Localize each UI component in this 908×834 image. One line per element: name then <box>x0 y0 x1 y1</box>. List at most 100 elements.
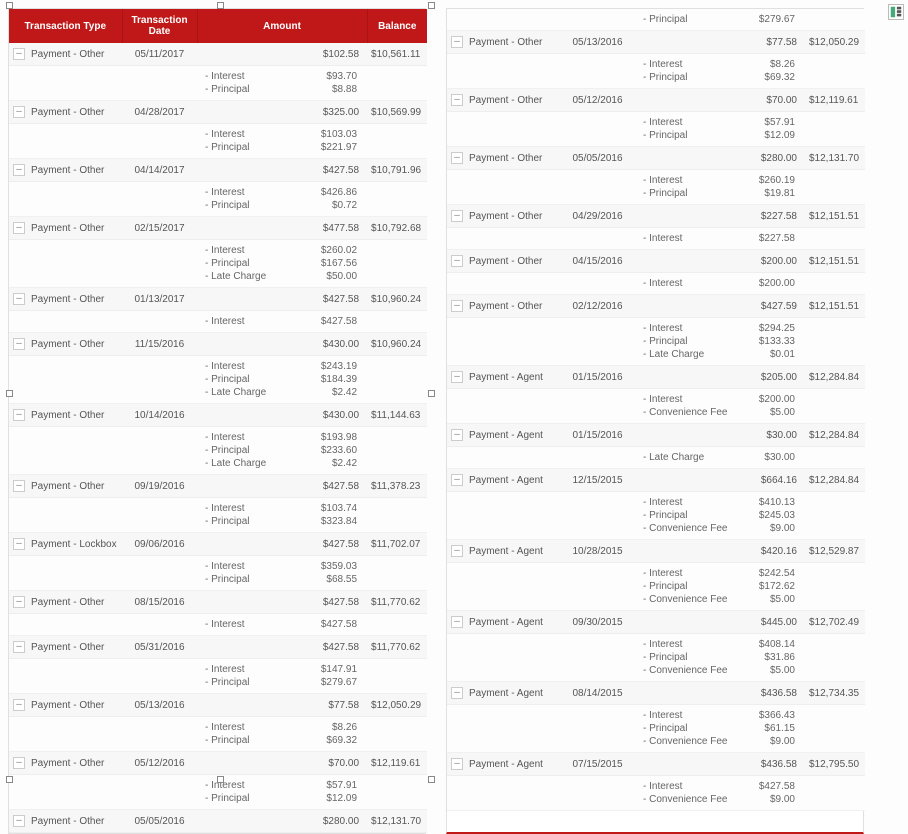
header-type: Transaction Type <box>9 9 122 43</box>
transaction-balance: $10,960.24 <box>367 333 427 356</box>
transaction-row: –Payment - Other05/13/2016$77.58$12,050.… <box>9 694 427 717</box>
collapse-toggle[interactable]: – <box>451 152 463 164</box>
collapse-toggle[interactable]: – <box>13 757 25 769</box>
transaction-balance: $12,795.50 <box>805 753 865 776</box>
selection-handle-s[interactable] <box>217 776 224 783</box>
detail-label: - Interest <box>643 232 735 245</box>
transaction-amount: $280.00 <box>730 147 805 170</box>
selection-handle-sw[interactable] <box>6 776 13 783</box>
transaction-type: Payment - Agent <box>465 366 560 389</box>
collapse-toggle[interactable]: – <box>451 545 463 557</box>
detail-label: - Interest <box>205 70 297 83</box>
transaction-balance: $12,119.61 <box>367 752 427 775</box>
transaction-type: Payment - Other <box>27 217 122 240</box>
detail-label: - Interest <box>643 709 735 722</box>
collapse-toggle[interactable]: – <box>451 616 463 628</box>
transaction-detail-row: - Interest$359.03- Principal$68.55 <box>9 556 427 591</box>
transaction-amount: $477.58 <box>292 217 367 240</box>
collapse-toggle[interactable]: – <box>451 255 463 267</box>
transaction-type: Payment - Other <box>27 752 122 775</box>
detail-amount: $172.62 <box>735 580 795 593</box>
transaction-amount: $70.00 <box>730 89 805 112</box>
detail-label: - Interest <box>205 315 297 328</box>
detail-amount: $184.39 <box>297 373 357 386</box>
collapse-toggle[interactable]: – <box>13 293 25 305</box>
selection-handle-e[interactable] <box>428 390 435 397</box>
detail-label: - Convenience Fee <box>643 522 735 535</box>
transactions-table-right: - Principal$279.67–Payment - Other05/13/… <box>447 9 865 811</box>
selection-handle-n[interactable] <box>217 2 224 9</box>
collapse-toggle[interactable]: – <box>13 164 25 176</box>
transaction-type: Payment - Other <box>27 636 122 659</box>
transaction-amount: $205.00 <box>730 366 805 389</box>
detail-amount: $366.43 <box>735 709 795 722</box>
collapse-toggle[interactable]: – <box>13 48 25 60</box>
transaction-detail-row: - Principal$279.67 <box>447 9 865 31</box>
transaction-row: –Payment - Other05/12/2016$70.00$12,119.… <box>447 89 865 112</box>
detail-amount: $200.00 <box>735 277 795 290</box>
collapse-toggle[interactable]: – <box>13 641 25 653</box>
transaction-amount: $436.58 <box>730 753 805 776</box>
collapse-toggle[interactable]: – <box>451 474 463 486</box>
transaction-row: –Payment - Other05/12/2016$70.00$12,119.… <box>9 752 427 775</box>
collapse-toggle[interactable]: – <box>13 815 25 827</box>
collapse-toggle[interactable]: – <box>13 106 25 118</box>
detail-label: - Interest <box>643 780 735 793</box>
transaction-type: Payment - Agent <box>465 611 560 634</box>
detail-amount: $2.42 <box>297 386 357 399</box>
collapse-toggle[interactable]: – <box>13 596 25 608</box>
detail-label: - Principal <box>643 129 735 142</box>
collapse-toggle[interactable]: – <box>13 699 25 711</box>
collapse-toggle[interactable]: – <box>451 36 463 48</box>
transaction-detail-row: - Interest$57.91- Principal$12.09 <box>447 112 865 147</box>
transaction-amount: $427.58 <box>292 159 367 182</box>
detail-amount: $8.26 <box>735 58 795 71</box>
transaction-detail-row: - Interest$260.02- Principal$167.56- Lat… <box>9 240 427 288</box>
selection-handle-ne[interactable] <box>428 2 435 9</box>
layout-options-icon[interactable] <box>888 4 904 20</box>
transaction-type: Payment - Agent <box>465 753 560 776</box>
detail-label: - Convenience Fee <box>643 406 735 419</box>
detail-label: - Principal <box>643 187 735 200</box>
detail-label: - Principal <box>205 515 297 528</box>
transaction-balance: $11,378.23 <box>367 475 427 498</box>
collapse-toggle[interactable]: – <box>13 222 25 234</box>
collapse-toggle[interactable]: – <box>13 409 25 421</box>
transaction-date: 02/15/2017 <box>122 217 197 240</box>
collapse-toggle[interactable]: – <box>451 758 463 770</box>
transaction-detail-row: - Interest$147.91- Principal$279.67 <box>9 659 427 694</box>
left-panel: Transaction Type Transaction Date Amount… <box>8 8 426 834</box>
detail-amount: $57.91 <box>735 116 795 129</box>
collapse-toggle[interactable]: – <box>13 538 25 550</box>
collapse-toggle[interactable]: – <box>451 210 463 222</box>
detail-label: - Interest <box>205 186 297 199</box>
transaction-type: Payment - Other <box>27 43 122 66</box>
transaction-date: 09/19/2016 <box>122 475 197 498</box>
detail-label: - Principal <box>643 71 735 84</box>
detail-label: - Late Charge <box>205 457 297 470</box>
collapse-toggle[interactable]: – <box>451 300 463 312</box>
panels-container: Transaction Type Transaction Date Amount… <box>8 8 900 834</box>
transaction-type: Payment - Other <box>27 288 122 311</box>
collapse-toggle[interactable]: – <box>451 429 463 441</box>
transaction-amount: $325.00 <box>292 101 367 124</box>
detail-amount: $260.19 <box>735 174 795 187</box>
selection-handle-w[interactable] <box>6 390 13 397</box>
selection-handle-se[interactable] <box>428 776 435 783</box>
collapse-toggle[interactable]: – <box>451 94 463 106</box>
transaction-detail-row: - Interest$427.58 <box>9 614 427 636</box>
collapse-toggle[interactable]: – <box>451 687 463 699</box>
transaction-date: 09/06/2016 <box>122 533 197 556</box>
collapse-toggle[interactable]: – <box>13 480 25 492</box>
detail-amount: $427.58 <box>297 315 357 328</box>
detail-label: - Principal <box>205 792 297 805</box>
detail-label: - Interest <box>205 431 297 444</box>
collapse-toggle[interactable]: – <box>451 371 463 383</box>
detail-label: - Convenience Fee <box>643 664 735 677</box>
transaction-date: 10/28/2015 <box>560 540 635 563</box>
transaction-detail-row: - Interest$103.74- Principal$323.84 <box>9 498 427 533</box>
collapse-toggle[interactable]: – <box>13 338 25 350</box>
transaction-row: –Payment - Lockbox09/06/2016$427.58$11,7… <box>9 533 427 556</box>
transaction-amount: $30.00 <box>730 424 805 447</box>
selection-handle-nw[interactable] <box>6 2 13 9</box>
